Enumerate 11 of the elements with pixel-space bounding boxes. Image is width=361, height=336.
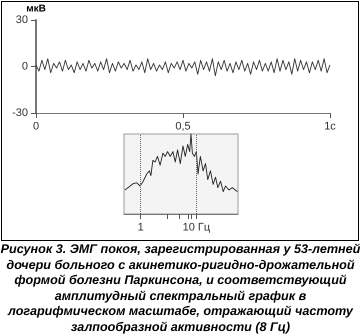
y-axis-title: мкВ	[26, 4, 46, 14]
y-tick-label: 30	[16, 14, 28, 26]
x-tick-label: 0,5	[175, 120, 191, 132]
y-tick-label: -30	[12, 107, 28, 119]
x-tick-label: 10 Гц	[182, 222, 211, 234]
y-tick-label: 0	[22, 60, 28, 72]
x-tick-label: 0	[32, 120, 40, 132]
x-tick-label: 1	[138, 222, 144, 234]
x-tick-label: 1с	[324, 120, 336, 132]
line-series	[36, 58, 330, 76]
text: Рисунок 3. ЭМГ покоя, зарегистрированная у 53-летней дочери больного с акинетико-ригидно-дрожательной формой болезни Паркинсона, и соответствующий амплитудный спектральный график в логарифмическом масштабе, отражающий частоту залпообразной активности (8 Гц)	[0, 242, 361, 335]
